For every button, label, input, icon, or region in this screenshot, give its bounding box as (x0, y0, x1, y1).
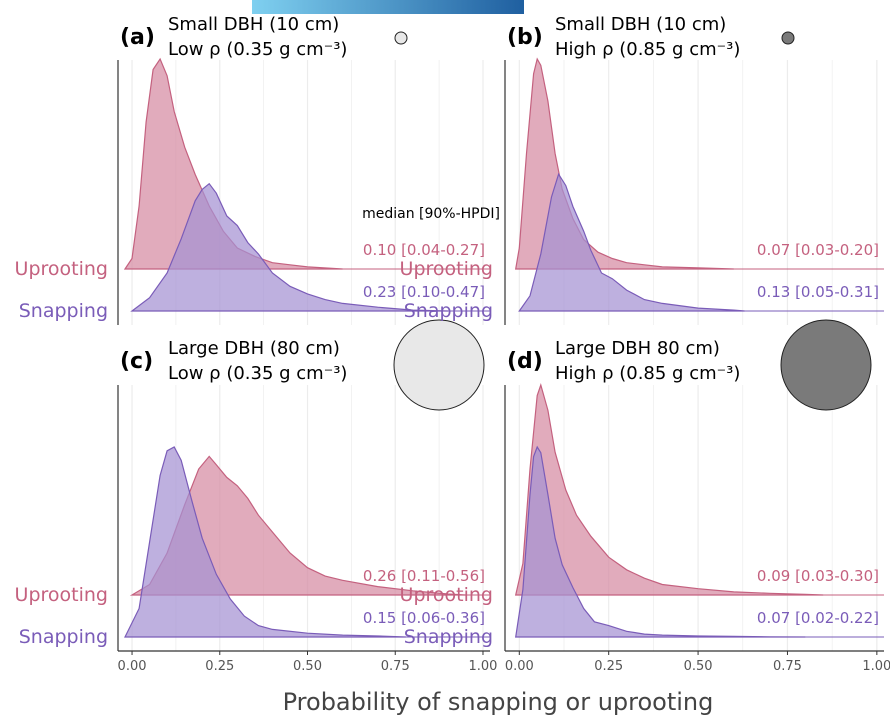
panel-4-subtitle: High ρ (0.85 g cm⁻³) (555, 363, 740, 384)
panel-2-snapping-median-label: 0.13 [0.05-0.31] (757, 283, 879, 301)
panel-2-letter: (b) (507, 25, 543, 50)
panel-3-density-circle (393, 319, 485, 411)
panel-3-subtitle: Low ρ (0.35 g cm⁻³) (168, 363, 347, 384)
panel-3-x-tick-label: 0.25 (205, 659, 234, 674)
panel-4-uprooting-density (514, 382, 824, 596)
panel-4-letter: (d) (507, 349, 543, 374)
panel-3-snapping-density (124, 446, 406, 638)
panel-2-uprooting-row-label: Uprooting (400, 258, 493, 280)
panel-3-uprooting-row-label: Uprooting (15, 584, 108, 606)
panel-4-x-tick-label: 1.00 (862, 659, 890, 674)
panel-4-snapping-row-label: Snapping (404, 626, 493, 648)
panel-1-title: Small DBH (10 cm) (168, 14, 339, 35)
panel-1-uprooting-median-label: 0.10 [0.04-0.27] (363, 241, 485, 259)
panel-3-snapping-row-label: Snapping (19, 626, 108, 648)
plot-layer (123, 31, 884, 638)
panel-3-x-tick-label: 0.75 (381, 659, 410, 674)
panel-4-title: Large DBH 80 cm) (555, 338, 720, 359)
legend-header: median [90%-HPDI] (362, 206, 500, 222)
panel-3-snapping-median-label: 0.15 [0.06-0.36] (363, 609, 485, 627)
panel-4-x-tick-label: 0.00 (505, 659, 534, 674)
panel-1-snapping-density (130, 182, 448, 312)
panel-3-letter: (c) (120, 349, 153, 374)
panel-4-uprooting-median-label: 0.09 [0.03-0.30] (757, 567, 879, 585)
panel-1-snapping-median-label: 0.23 [0.10-0.47] (363, 283, 485, 301)
panel-3-x-tick-label: 0.00 (118, 659, 147, 674)
panel-1-subtitle: Low ρ (0.35 g cm⁻³) (168, 39, 347, 60)
panel-2-snapping-density (518, 172, 745, 312)
panel-3-uprooting-median-label: 0.26 [0.11-0.56] (363, 567, 485, 585)
text-layer: median [90%-HPDI] Probability of snappin… (15, 14, 890, 716)
panel-2-subtitle: High ρ (0.85 g cm⁻³) (555, 39, 740, 60)
header-color-bar (252, 0, 524, 14)
panel-2-uprooting-median-label: 0.07 [0.03-0.20] (757, 241, 879, 259)
panel-1-uprooting-density (123, 57, 343, 270)
panel-1-snapping-row-label: Snapping (19, 300, 108, 322)
panel-3-x-tick-label: 1.00 (469, 659, 498, 674)
panel-2-density-circle (781, 31, 795, 45)
panel-4-uprooting-row-label: Uprooting (400, 584, 493, 606)
panel-1-density-circle (394, 31, 408, 45)
panel-3-x-tick-label: 0.50 (293, 659, 322, 674)
panel-4-x-tick-label: 0.25 (594, 659, 623, 674)
panel-2-title: Small DBH (10 cm) (555, 14, 726, 35)
panel-4-snapping-density (515, 445, 806, 638)
panel-4-density-circle (780, 319, 872, 411)
panel-4-snapping-median-label: 0.07 [0.02-0.22] (757, 609, 879, 627)
panel-2-snapping-row-label: Snapping (404, 300, 493, 322)
panel-1-uprooting-row-label: Uprooting (15, 258, 108, 280)
panel-1-letter: (a) (120, 25, 155, 50)
panel-4-x-tick-label: 0.50 (684, 659, 713, 674)
panel-3-title: Large DBH (80 cm) (168, 338, 340, 359)
panel-4-x-tick-label: 0.75 (773, 659, 802, 674)
x-axis-label: Probability of snapping or uprooting (283, 688, 714, 716)
